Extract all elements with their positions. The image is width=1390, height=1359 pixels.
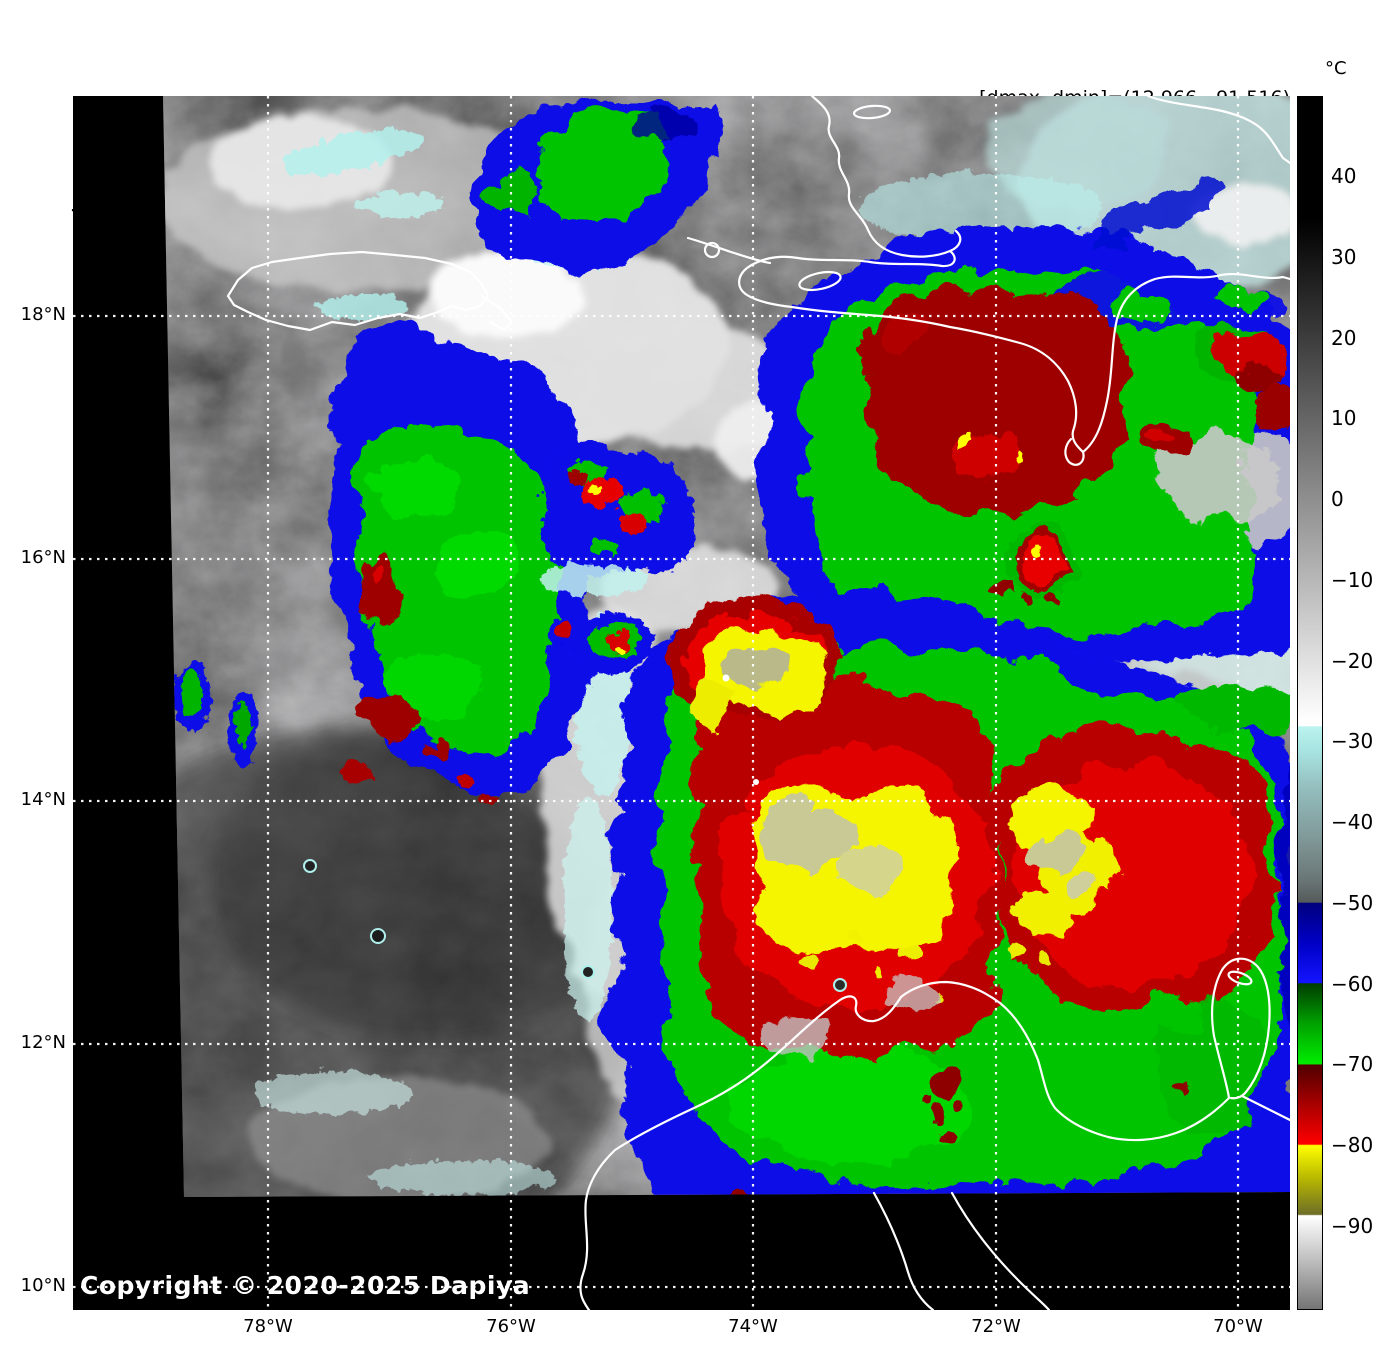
colorbar-tick-label: 30 [1331, 245, 1357, 269]
colorbar-tick-label: −90 [1331, 1214, 1374, 1238]
colorbar-tick-label: 40 [1331, 164, 1357, 188]
lon-tick-label: 74°W [728, 1316, 778, 1337]
colorbar-tick-label: −10 [1331, 568, 1374, 592]
coastline-tortuga [852, 104, 892, 120]
colorbar-tick-label: −60 [1331, 972, 1374, 996]
coastline-south-america [579, 957, 1290, 1310]
lat-tick-label: 14°N [20, 789, 66, 810]
colorbar-tick-label: −70 [1331, 1052, 1374, 1076]
colorbar-tick-label: 0 [1331, 487, 1344, 511]
colorbar-tick-label: 10 [1331, 406, 1357, 430]
copyright-watermark: Copyright © 2020-2025 Dapiya [80, 1271, 531, 1300]
coastline-north-dr [1146, 96, 1290, 165]
lon-tick-label: 78°W [243, 1316, 293, 1337]
convection-melissa-core [603, 579, 1290, 1197]
lat-tick-label: 12°N [20, 1032, 66, 1053]
latlon-gridlines [73, 96, 1290, 1310]
coastlines [226, 96, 1290, 1310]
map-plot-area [73, 96, 1290, 1310]
colorbar-unit-label: °C [1325, 58, 1347, 79]
lon-tick-label: 72°W [971, 1316, 1021, 1337]
coastline-hispaniola [738, 96, 1290, 466]
satellite-data-sector [163, 96, 1290, 1197]
coastline-jamaica [226, 250, 490, 332]
colorbar-tick-label: −80 [1331, 1133, 1374, 1157]
lon-tick-label: 76°W [486, 1316, 536, 1337]
temperature-colorbar [1297, 96, 1323, 1310]
colorbar-tick-label: −30 [1331, 729, 1374, 753]
convection-nw-main-band [327, 325, 591, 796]
coastline-cuba-tip [686, 236, 772, 265]
satellite-image [73, 96, 1290, 1310]
coastline-gonave [798, 270, 842, 292]
colorbar-tick-label: −40 [1331, 810, 1374, 834]
colorbar-tick-label: 20 [1331, 326, 1357, 350]
cold-pixel-markers [303, 674, 847, 992]
lat-tick-label: 18°N [20, 304, 66, 325]
border-rivers-south-america [872, 1191, 1051, 1310]
coastline-cuba-islet [703, 241, 721, 259]
colorbar-tick-label: −50 [1331, 891, 1374, 915]
convection-west-small-cells [172, 661, 255, 763]
lat-tick-label: 16°N [20, 547, 66, 568]
convection-hispaniola-system [748, 174, 1290, 683]
lat-tick-label: 10°N [20, 1275, 66, 1296]
convection-nw-upper-band [466, 96, 718, 269]
coastline-aruba [1227, 970, 1253, 986]
lon-tick-label: 70°W [1213, 1316, 1263, 1337]
colorbar-tick-label: −20 [1331, 649, 1374, 673]
